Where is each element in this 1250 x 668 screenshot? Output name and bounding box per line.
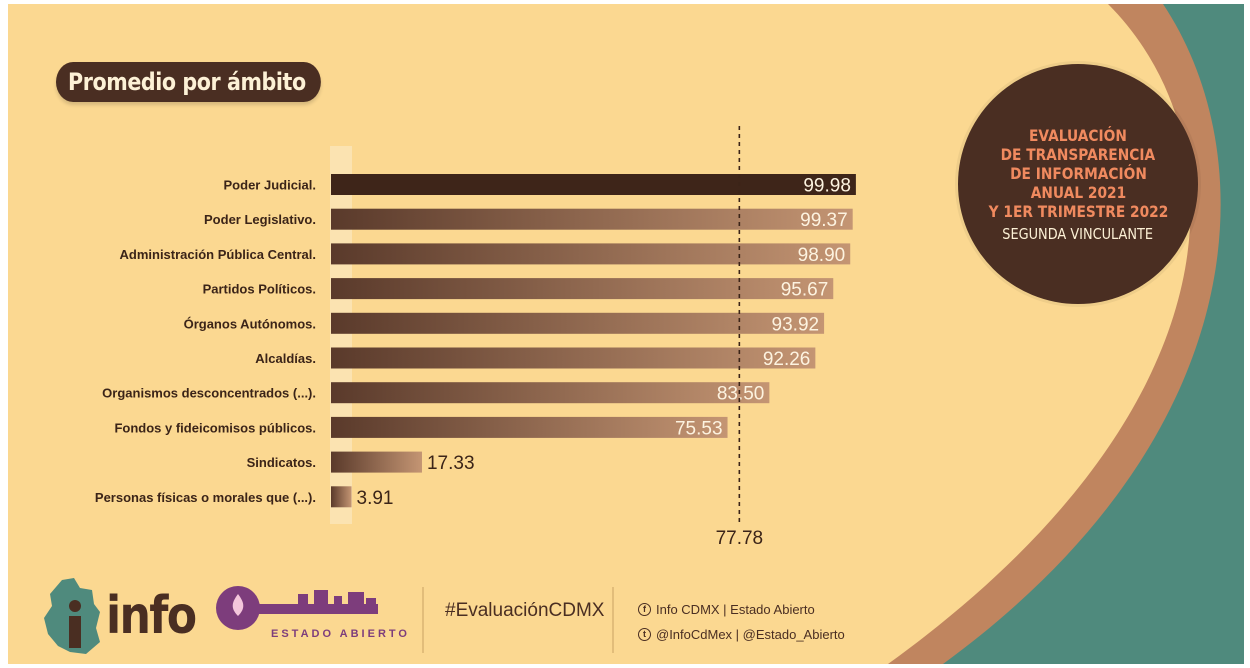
category-label: Fondos y fideicomisos públicos. bbox=[114, 420, 316, 435]
category-label: Personas físicas o morales que (...). bbox=[95, 490, 316, 505]
value-label: 3.91 bbox=[357, 488, 394, 509]
infographic-canvas: Promedio por ámbito Poder Judicial. 99.98… bbox=[8, 4, 1244, 664]
bar bbox=[331, 312, 825, 334]
estado-abierto-key-icon bbox=[216, 586, 378, 630]
estado-abierto-logo-text: ESTADO ABIERTO bbox=[271, 628, 410, 640]
bar bbox=[331, 174, 856, 195]
value-label: 75.53 bbox=[675, 418, 723, 439]
twitter-text: @InfoCdMex | @Estado_Abierto bbox=[656, 627, 845, 642]
value-label: 17.33 bbox=[427, 453, 475, 474]
category-label: Poder Judicial. bbox=[224, 178, 316, 193]
facebook-text: Info CDMX | Estado Abierto bbox=[656, 602, 815, 617]
category-label: Poder Legislativo. bbox=[204, 212, 316, 227]
twitter-contact: t @InfoCdMex | @Estado_Abierto bbox=[638, 627, 845, 642]
bar bbox=[331, 382, 770, 404]
category-label: Alcaldías. bbox=[255, 351, 316, 366]
value-label: 99.98 bbox=[803, 176, 851, 197]
facebook-contact: f Info CDMX | Estado Abierto bbox=[638, 602, 815, 617]
twitter-icon: t bbox=[638, 628, 651, 641]
badge-line: ANUAL 2021 bbox=[1030, 182, 1126, 202]
value-label: 93.92 bbox=[772, 314, 820, 335]
info-cdmx-map-icon bbox=[44, 578, 100, 654]
footer-divider bbox=[612, 587, 614, 653]
bar bbox=[331, 208, 853, 230]
badge-subtitle: SEGUNDA VINCULANTE bbox=[1002, 224, 1154, 243]
footer-divider bbox=[422, 587, 424, 653]
bar bbox=[331, 347, 816, 369]
bar bbox=[331, 451, 422, 473]
category-label: Sindicatos. bbox=[247, 455, 316, 470]
info-logo-text: info bbox=[106, 586, 197, 646]
value-label: 83.50 bbox=[717, 384, 765, 405]
value-label: 95.67 bbox=[781, 280, 829, 301]
category-label: Órganos Autónomos. bbox=[184, 316, 316, 331]
category-label: Administración Pública Central. bbox=[120, 247, 317, 262]
bar bbox=[331, 486, 352, 508]
bar-chart: Poder Judicial. 99.98 Poder Legislativo. 99… bbox=[95, 126, 856, 549]
bar bbox=[331, 416, 728, 438]
value-label: 98.90 bbox=[798, 245, 846, 266]
value-label: 99.37 bbox=[800, 210, 848, 231]
badge-line: EVALUACIÓN bbox=[1029, 125, 1127, 145]
category-label: Partidos Políticos. bbox=[203, 282, 316, 297]
teal-region bbox=[943, 4, 1244, 664]
value-label: 92.26 bbox=[763, 349, 811, 370]
chart-title: Promedio por ámbito bbox=[56, 62, 322, 102]
badge-line: Y 1ER TRIMESTRE 2022 bbox=[988, 201, 1168, 221]
category-label: Organismos desconcentrados (...). bbox=[102, 386, 316, 401]
hashtag-text: #EvaluaciónCDMX bbox=[445, 600, 605, 621]
bar bbox=[331, 243, 851, 265]
evaluation-badge: EVALUACIÓN DE TRANSPARENCIA DE INFORMACI… bbox=[958, 64, 1198, 304]
bar bbox=[331, 278, 834, 300]
reference-line-label: 77.78 bbox=[716, 528, 764, 549]
badge-line: DE TRANSPARENCIA bbox=[1000, 144, 1156, 164]
badge-line: DE INFORMACIÓN bbox=[1009, 163, 1147, 183]
facebook-icon: f bbox=[638, 603, 651, 616]
